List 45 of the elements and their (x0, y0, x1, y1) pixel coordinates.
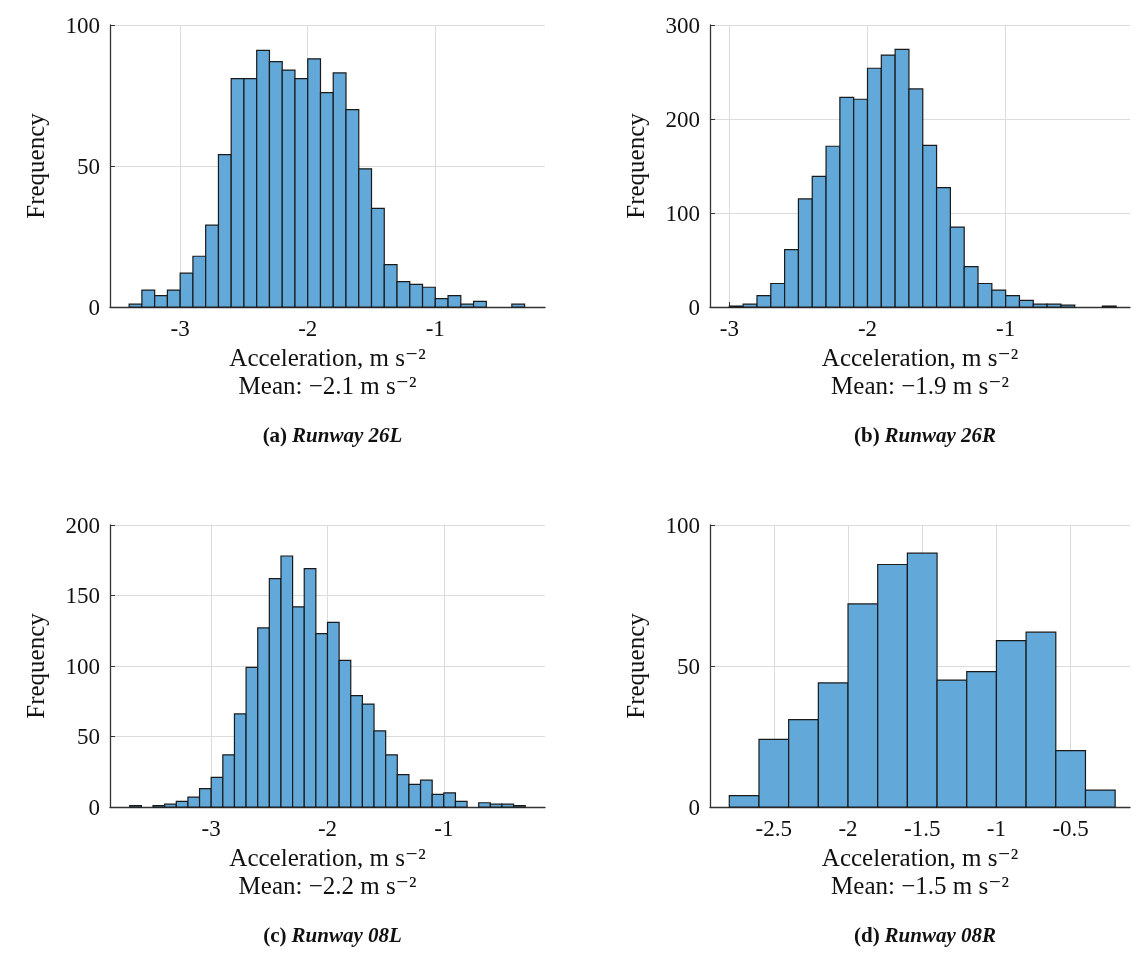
y-tick-label: 150 (65, 583, 100, 608)
y-axis-title: Frequency (22, 112, 49, 219)
x-tick-label: -3 (170, 316, 190, 341)
y-tick-label: 0 (88, 294, 100, 320)
x-tick-label: -1 (986, 816, 1007, 841)
y-tick-label: 50 (77, 153, 100, 179)
y-tick-label: 50 (77, 724, 100, 749)
y-tick-label: 100 (65, 12, 100, 38)
x-axis-title: Acceleration, m s⁻² (229, 843, 426, 871)
x-axis-title: Acceleration, m s⁻² (229, 343, 426, 371)
y-tick-label: 50 (677, 653, 700, 679)
x-tick-label: -2 (838, 816, 858, 841)
y-tick-label: 100 (665, 512, 700, 538)
text: (d) Runway 08R (853, 922, 997, 947)
y-tick-label: 300 (665, 12, 700, 38)
y-tick-label: 200 (65, 512, 100, 538)
y-axis-title: Frequency (622, 112, 649, 219)
text: (b) Runway 26R (853, 422, 997, 447)
y-tick-label: 100 (65, 653, 100, 679)
text: Mean: −2.2 m s⁻² (238, 872, 417, 899)
x-tick-label: -2 (317, 816, 338, 841)
x-tick-label: -0.5 (1052, 816, 1089, 841)
x-tick-label: -2 (857, 316, 878, 341)
y-tick-label: 0 (688, 294, 700, 320)
y-tick-label: 0 (88, 794, 100, 820)
x-tick-label: -1.5 (904, 816, 941, 841)
x-tick-label: -3 (201, 816, 221, 841)
y-tick-label: 200 (665, 106, 700, 132)
text: (c) Runway 08L (263, 922, 402, 947)
x-tick-label: -1 (434, 816, 454, 841)
x-tick-label: -1 (996, 316, 1016, 341)
text: Mean: −1.9 m s⁻² (831, 372, 1009, 399)
text: (a) Runway 26L (262, 422, 403, 447)
x-axis-title: Acceleration, m s⁻² (821, 343, 1019, 371)
x-tick-label: -2 (298, 316, 318, 341)
y-tick-label: 100 (665, 200, 700, 226)
x-tick-label: -3 (719, 316, 739, 341)
x-tick-label: -1 (425, 316, 445, 341)
x-axis-title: Acceleration, m s⁻² (821, 843, 1019, 871)
y-axis-title: Frequency (622, 612, 649, 719)
text: Mean: −1.5 m s⁻² (831, 872, 1009, 899)
text: Mean: −2.1 m s⁻² (238, 372, 417, 399)
y-tick-label: 0 (688, 794, 700, 820)
x-tick-label: -2.5 (755, 816, 793, 841)
y-axis-title: Frequency (22, 612, 49, 719)
